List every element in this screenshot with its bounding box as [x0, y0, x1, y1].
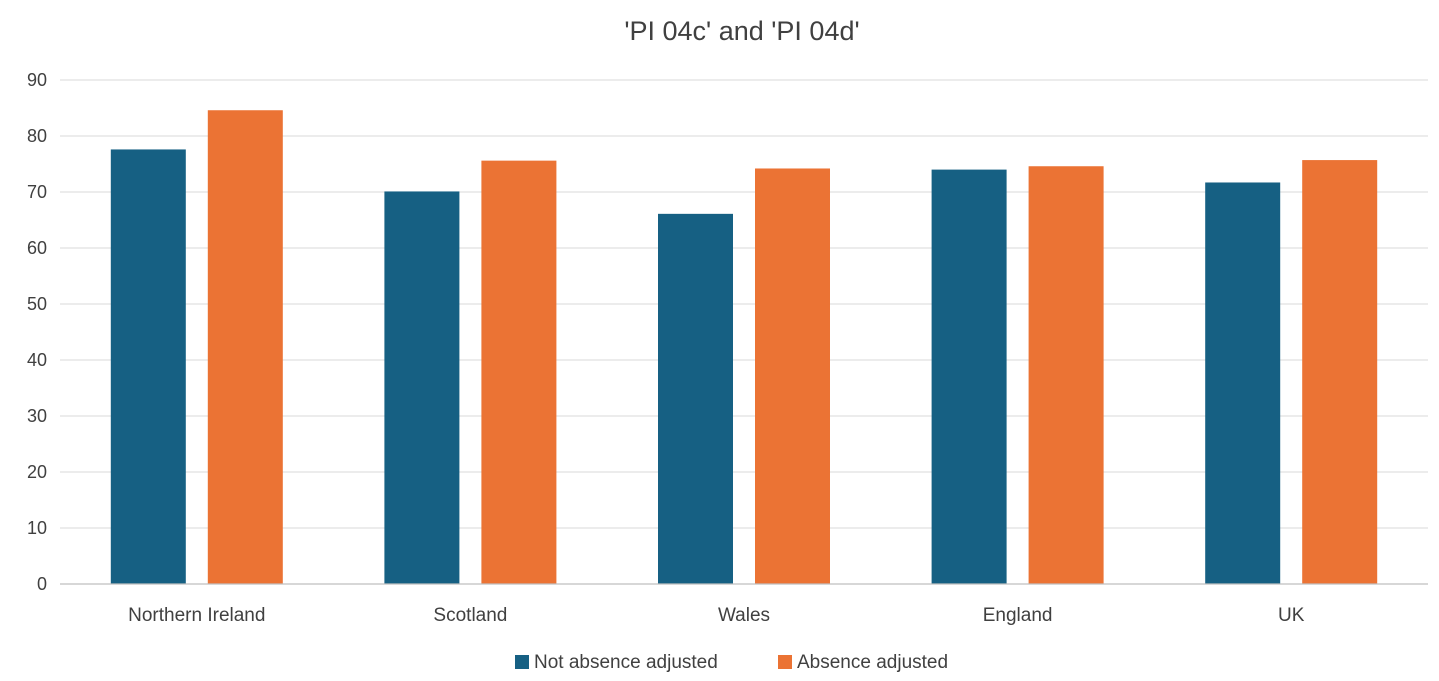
bar-not-absence-adjusted	[1205, 182, 1281, 585]
y-tick-label: 60	[27, 238, 47, 258]
legend-swatch	[515, 655, 529, 669]
x-tick-label: Wales	[718, 605, 770, 626]
y-axis-ticks: 0 10 20 30 40 50 60 70 80 90	[27, 70, 47, 594]
y-tick-label: 20	[27, 462, 47, 482]
y-tick-label: 90	[27, 70, 47, 90]
legend: Not absence adjusted Absence adjusted	[515, 652, 948, 673]
legend-item: Absence adjusted	[778, 652, 948, 673]
bar-not-absence-adjusted	[658, 213, 733, 584]
chart-title: 'PI 04c' and 'PI 04d'	[624, 16, 859, 46]
y-tick-label: 10	[27, 518, 47, 538]
legend-swatch	[778, 655, 792, 669]
bar-not-absence-adjusted	[110, 149, 186, 584]
x-tick-label: Scotland	[433, 605, 507, 626]
bar-absence-adjusted	[1028, 166, 1104, 585]
y-tick-label: 30	[27, 406, 47, 426]
legend-label: Not absence adjusted	[534, 652, 718, 673]
y-tick-label: 40	[27, 350, 47, 370]
y-tick-label: 50	[27, 294, 47, 314]
bar-absence-adjusted	[755, 168, 830, 585]
gridlines	[60, 79, 1428, 529]
y-tick-label: 0	[37, 574, 47, 594]
y-tick-label: 70	[27, 182, 47, 202]
x-tick-label: England	[983, 605, 1053, 626]
bar-absence-adjusted	[481, 160, 557, 584]
bars	[110, 110, 1378, 585]
bar-absence-adjusted	[207, 110, 283, 585]
x-tick-label: Northern Ireland	[128, 605, 265, 626]
y-tick-label: 80	[27, 126, 47, 146]
bar-not-absence-adjusted	[384, 191, 460, 584]
x-axis-categories: Northern Ireland Scotland Wales England UK	[128, 605, 1305, 626]
legend-item: Not absence adjusted	[515, 652, 718, 673]
x-tick-label: UK	[1278, 605, 1305, 626]
bar-not-absence-adjusted	[931, 169, 1007, 584]
legend-label: Absence adjusted	[797, 652, 948, 673]
bar-absence-adjusted	[1302, 160, 1378, 584]
